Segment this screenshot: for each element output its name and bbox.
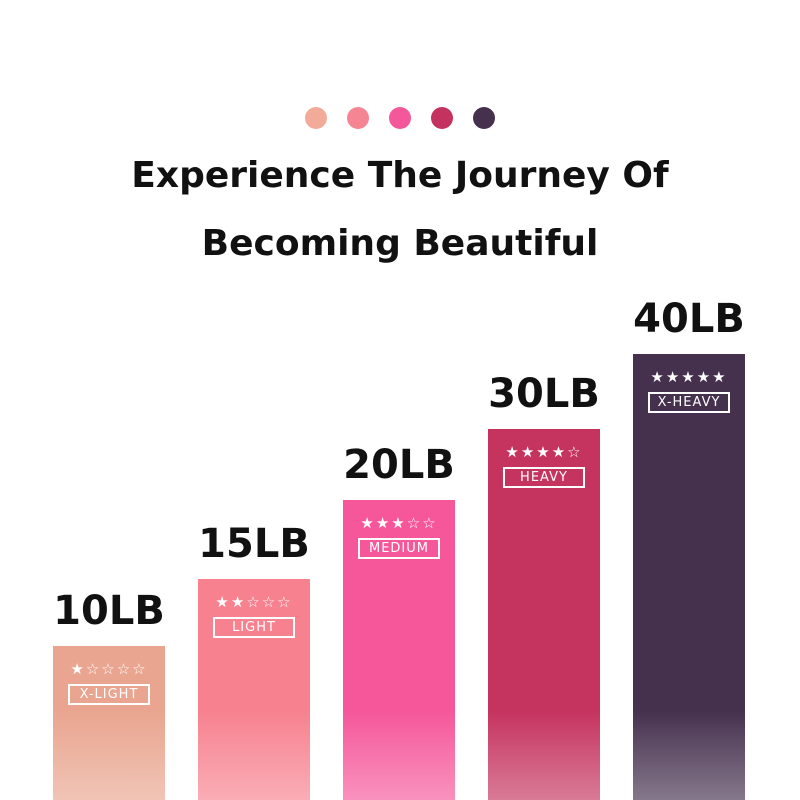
- star-rating: ★★★☆☆: [360, 514, 438, 532]
- level-badge: LIGHT: [213, 617, 295, 638]
- band-bar: ★★★★☆ HEAVY: [488, 429, 600, 800]
- level-badge: HEAVY: [503, 467, 585, 488]
- band-bar: ★★☆☆☆ LIGHT: [198, 579, 310, 800]
- color-dot: [431, 107, 453, 129]
- weight-label: 15LB: [198, 521, 310, 567]
- color-dot: [389, 107, 411, 129]
- star-rating: ★★★★★: [650, 368, 728, 386]
- star-rating: ★★★★☆: [505, 443, 583, 461]
- headline-line-1: Experience The Journey Of: [131, 155, 669, 196]
- band-bar: ★★★☆☆ MEDIUM: [343, 500, 455, 800]
- star-rating: ★☆☆☆☆: [70, 660, 148, 678]
- color-dot: [347, 107, 369, 129]
- band-bar: ★☆☆☆☆ X-LIGHT: [53, 646, 165, 800]
- weight-label: 30LB: [488, 371, 600, 417]
- weight-label: 40LB: [633, 296, 745, 342]
- level-badge: X-HEAVY: [648, 392, 730, 413]
- band-bar: ★★★★★ X-HEAVY: [633, 354, 745, 800]
- color-dots: [0, 107, 800, 129]
- weight-label: 20LB: [343, 442, 455, 488]
- color-dot: [305, 107, 327, 129]
- level-badge: X-LIGHT: [68, 684, 150, 705]
- star-rating: ★★☆☆☆: [215, 593, 293, 611]
- color-dot: [473, 107, 495, 129]
- weight-label: 10LB: [53, 588, 165, 634]
- bottom-fade: [0, 710, 800, 800]
- headline-line-2: Becoming Beautiful: [201, 223, 599, 264]
- level-badge: MEDIUM: [358, 538, 440, 559]
